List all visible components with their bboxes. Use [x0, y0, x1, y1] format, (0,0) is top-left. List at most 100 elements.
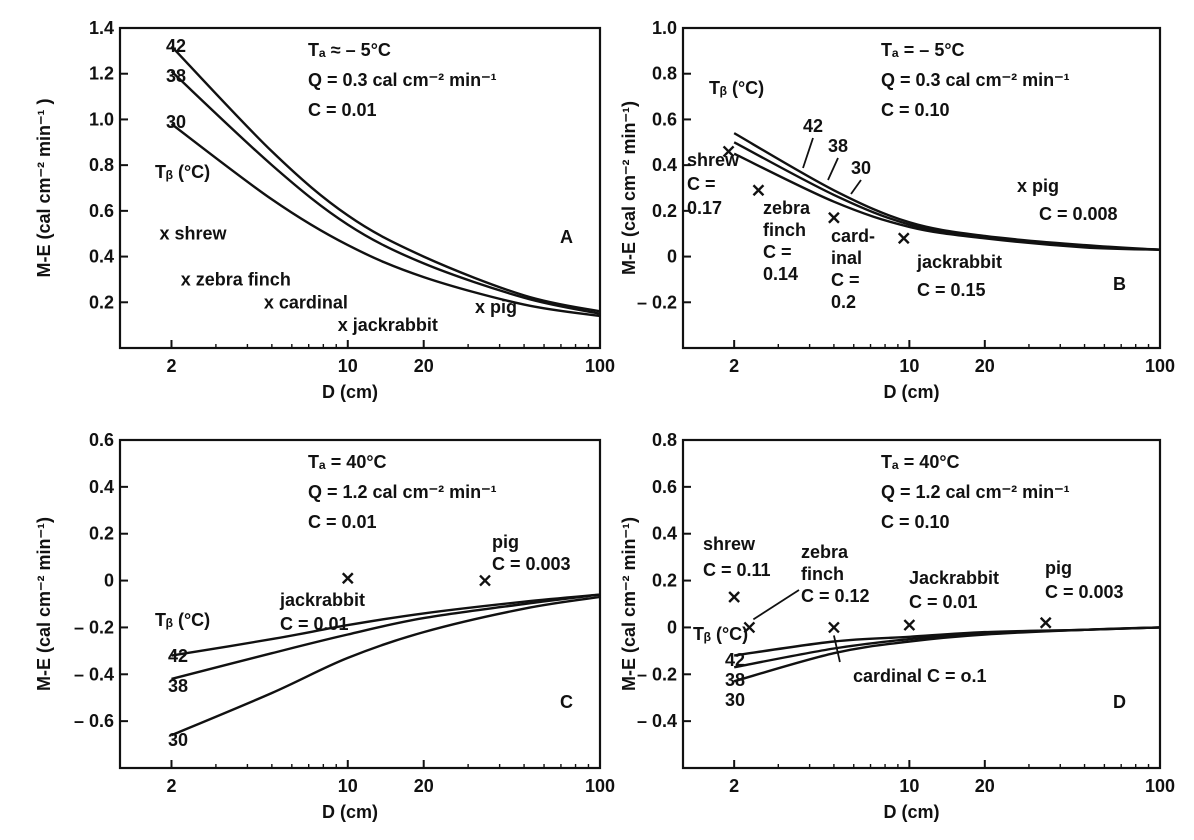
point-label-cardinal: cardinal C = o.1 — [853, 666, 987, 686]
series-line-tb-30 — [733, 152, 1161, 251]
series-label-42: 42 — [168, 646, 188, 666]
y-tick-label: 0.2 — [89, 524, 114, 544]
condition-line: Q = 1.2 cal cm⁻² min⁻¹ — [881, 482, 1070, 502]
panel-letter: D — [1113, 692, 1126, 712]
panel-C: 2 10 20 100 – 0.6 – 0.4 – 0.2 0 0.2 0.4 0.6 D (cm) M… — [34, 430, 615, 822]
point-label-pig: pig — [492, 532, 519, 552]
y-tick-label: 1.2 — [89, 64, 114, 84]
tb-label: Tᵦ (°C) — [155, 162, 210, 182]
y-tick-label: 0.6 — [89, 430, 114, 450]
point-label-pig: C = 0.003 — [1045, 582, 1124, 602]
point-marker-jackrabbit — [903, 619, 916, 631]
condition-line: Tₐ = 40°C — [308, 452, 387, 472]
point-label-zebra-finch: finch — [801, 564, 844, 584]
y-tick-label: 0.4 — [89, 247, 114, 267]
panel-letter: B — [1113, 274, 1126, 294]
x-tick-label: 2 — [729, 356, 739, 376]
series-line-tb-38 — [170, 70, 601, 315]
point-label-jackrabbit: jackrabbit — [916, 252, 1002, 272]
x-tick-label: 10 — [338, 776, 358, 796]
plot-frame — [681, 438, 1162, 770]
y-tick-label: 1.0 — [89, 109, 114, 129]
y-tick-label: 0.8 — [652, 64, 677, 84]
series-label-30: 30 — [725, 690, 745, 710]
point-marker-zebra-finch — [752, 184, 765, 197]
tb-label: Tᵦ (°C) — [693, 624, 748, 644]
y-tick-label: 0 — [667, 247, 677, 267]
condition-line: C = 0.01 — [308, 512, 377, 532]
point-label-shrew: shrew — [687, 150, 740, 170]
x-tick-label: 100 — [1145, 776, 1175, 796]
x-tick-label: 20 — [975, 356, 995, 376]
point-label-jackrabbit: C = 0.15 — [917, 280, 986, 300]
point-label-cardinal: 0.2 — [831, 292, 856, 312]
tb-label: Tᵦ (°C) — [155, 610, 210, 630]
x-tick-label: 20 — [414, 776, 434, 796]
point-label-cardinal: x cardinal — [264, 292, 348, 312]
leader-line — [802, 137, 814, 169]
condition-line: C = 0.01 — [308, 100, 377, 120]
leader-line — [850, 179, 862, 195]
panel-B: 2 10 20 100 – 0.2 0 0.2 0.4 0.6 0.8 1.0 D (cm) M-E (… — [619, 18, 1175, 402]
x-tick-label: 100 — [585, 356, 615, 376]
series-label-38: 38 — [168, 676, 188, 696]
x-tick-label: 10 — [899, 356, 919, 376]
y-axis-label: M-E (cal cm⁻² min⁻¹) — [34, 517, 54, 691]
x-tick-label: 10 — [338, 356, 358, 376]
series-label-30: 30 — [168, 730, 188, 750]
y-tick-label: 0.8 — [89, 155, 114, 175]
y-axis-label: M-E (cal cm⁻² min⁻¹) — [619, 101, 639, 275]
point-marker-zebra-finch — [743, 621, 756, 634]
x-tick-label: 2 — [166, 776, 176, 796]
point-marker-jackrabbit — [897, 232, 910, 245]
x-axis-label: D (cm) — [883, 802, 939, 822]
point-label-jackrabbit: Jackrabbit — [909, 568, 999, 588]
point-marker-shrew — [722, 145, 735, 158]
point-label-pig: x pig — [1017, 176, 1059, 196]
point-label-cardinal: inal — [831, 248, 862, 268]
series-line-tb-42 — [733, 626, 1161, 657]
condition-line: Tₐ ≈ – 5°C — [308, 40, 391, 60]
panel-A: 2 10 20 100 0.2 0.4 0.6 0.8 1.0 1.2 1.4 D (cm) M-E (… — [34, 18, 615, 402]
series-label-30: 30 — [166, 112, 186, 132]
x-tick-label: 20 — [975, 776, 995, 796]
point-label-shrew: x shrew — [159, 224, 227, 244]
x-axis-label: D (cm) — [883, 382, 939, 402]
condition-line: Q = 0.3 cal cm⁻² min⁻¹ — [308, 70, 497, 90]
series-line-tb-30 — [170, 123, 601, 318]
point-label-zebra-finch: x zebra finch — [181, 269, 291, 289]
y-tick-label: 0.6 — [652, 109, 677, 129]
leader-line — [833, 635, 841, 663]
y-tick-label: – 0.4 — [74, 664, 114, 684]
point-label-zebra-finch: zebra — [801, 542, 849, 562]
plot-frame — [681, 26, 1162, 350]
x-axis-label: D (cm) — [322, 802, 378, 822]
point-label-shrew: C = — [687, 174, 716, 194]
y-tick-label: 1.4 — [89, 18, 114, 38]
point-marker-cardinal — [828, 211, 840, 224]
point-label-zebra-finch: zebra — [763, 198, 811, 218]
point-label-zebra-finch: 0.14 — [763, 264, 798, 284]
series-label-42: 42 — [803, 116, 823, 136]
y-tick-label: 1.0 — [652, 18, 677, 38]
point-label-jackrabbit: C = 0.01 — [280, 614, 349, 634]
point-label-jackrabbit: x jackrabbit — [338, 315, 438, 335]
y-tick-label: 0 — [667, 617, 677, 637]
series-line-tb-42 — [170, 45, 601, 313]
condition-line: Q = 0.3 cal cm⁻² min⁻¹ — [881, 70, 1070, 90]
point-label-shrew: shrew — [703, 534, 756, 554]
series-label-30: 30 — [851, 158, 871, 178]
leader-line — [827, 157, 839, 181]
condition-line: C = 0.10 — [881, 512, 950, 532]
series-label-42: 42 — [166, 36, 186, 56]
point-label-zebra-finch: finch — [763, 220, 806, 240]
y-tick-label: – 0.6 — [74, 711, 114, 731]
plot-frame — [118, 26, 602, 350]
x-tick-label: 100 — [585, 776, 615, 796]
point-label-pig: C = 0.003 — [492, 554, 571, 574]
x-tick-label: 10 — [899, 776, 919, 796]
y-tick-label: 0.6 — [652, 477, 677, 497]
series-line-tb-42 — [171, 593, 601, 657]
condition-line: Tₐ = – 5°C — [881, 40, 965, 60]
